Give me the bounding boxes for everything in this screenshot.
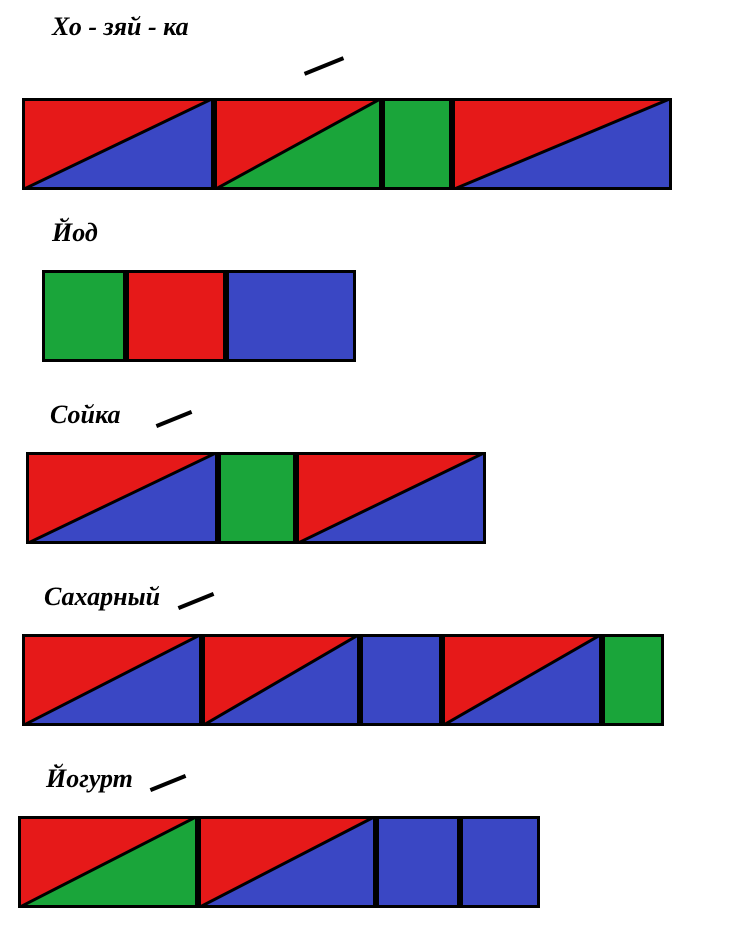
word-saharnyy-accent-mark [178,592,215,610]
word-yogurt-label: Йогурт [46,764,133,794]
word-hozyayka-accent-mark [304,56,344,75]
phonics-diagram-page: Хо - зяй - ка Йод Сойка Сахарный Йогурт [0,0,736,943]
word-saharnyy-label: Сахарный [44,582,160,612]
diagonal-block [214,98,382,190]
solid-block [376,816,460,908]
word-yogurt-accent-mark [150,774,187,792]
word-hozyayka-label: Хо - зяй - ка [52,12,189,42]
diagonal-block [18,816,198,908]
solid-block [360,634,442,726]
solid-block [602,634,664,726]
word-yogurt-row [18,816,540,908]
word-soyka-row [26,452,486,544]
diagonal-block [202,634,360,726]
solid-block [218,452,296,544]
diagonal-block [26,452,218,544]
solid-block [42,270,126,362]
solid-block [382,98,452,190]
word-soyka-accent-mark [156,410,193,428]
diagonal-block [22,98,214,190]
word-saharnyy-row [22,634,664,726]
diagonal-block [296,452,486,544]
diagonal-block [452,98,672,190]
diagonal-block [22,634,202,726]
solid-block [126,270,226,362]
word-yod-label: Йод [52,218,98,248]
diagonal-block [442,634,602,726]
solid-block [226,270,356,362]
word-yod-row [42,270,356,362]
word-hozyayka-row [22,98,672,190]
solid-block [460,816,540,908]
diagonal-block [198,816,376,908]
word-soyka-label: Сойка [50,400,121,430]
